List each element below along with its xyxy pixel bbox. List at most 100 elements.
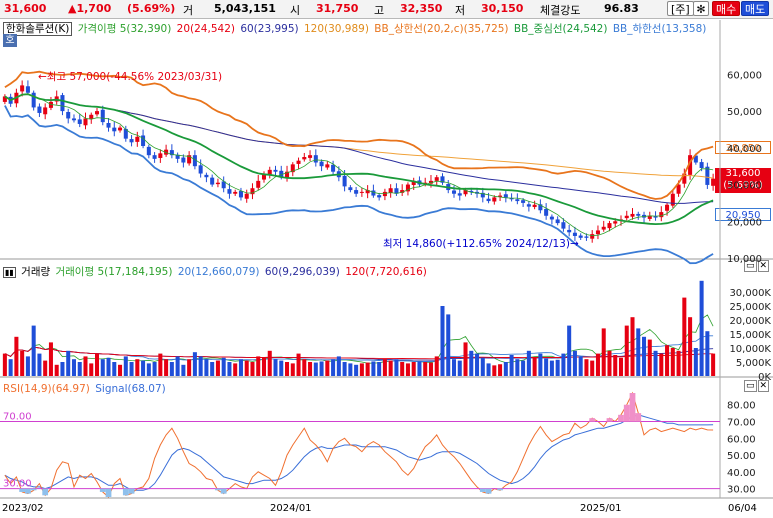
volume-tick-label: 25,000K xyxy=(729,302,771,313)
price-legend: 한화솔루션(K) 가격이평 5(32,390) 20(24,542) 60(23… xyxy=(3,21,708,36)
candle-body xyxy=(336,171,341,178)
volume-bar xyxy=(676,350,681,376)
rsi-overbought-fill xyxy=(635,413,642,422)
candle-body xyxy=(37,106,42,113)
volume-bar xyxy=(486,363,491,376)
volume-bar xyxy=(405,363,410,376)
rsi-oversold-fill xyxy=(105,488,112,497)
signal-line xyxy=(4,414,714,491)
rsi-oversold-fill xyxy=(19,488,26,492)
candle-body xyxy=(584,236,589,238)
volume-bar xyxy=(711,353,716,376)
candle-body xyxy=(486,198,491,202)
rsi-overbought-fill xyxy=(629,393,636,422)
candle-body xyxy=(451,190,457,194)
sell-button[interactable]: 매도 xyxy=(741,1,770,16)
volume-bar xyxy=(325,360,330,376)
rsi-tick-label: 40.00 xyxy=(727,468,756,479)
volume-bar xyxy=(382,359,387,376)
close-icon[interactable]: ✕ xyxy=(757,380,770,392)
volume-bar xyxy=(682,297,687,376)
volume-bar xyxy=(446,314,451,376)
candle-body xyxy=(521,200,526,203)
volume-bar xyxy=(693,348,698,376)
volume-bar xyxy=(227,362,232,376)
x-label-3: 06/04 xyxy=(728,503,757,514)
volume-title: 거래량 xyxy=(21,266,51,278)
candle-body xyxy=(325,164,330,168)
rsi-tick-label: 80.00 xyxy=(727,401,756,412)
candle-body xyxy=(198,165,203,174)
candle-body xyxy=(388,188,393,193)
volume-bar xyxy=(31,325,36,376)
volume-bar xyxy=(400,362,405,376)
volume-bar xyxy=(532,357,537,376)
volume-bar xyxy=(371,361,376,376)
candle-body xyxy=(480,192,485,198)
ma60-line xyxy=(4,93,714,204)
volume-bar xyxy=(164,359,169,376)
volume-bar xyxy=(365,362,370,376)
volume-bar xyxy=(250,362,255,376)
candle-body xyxy=(342,175,347,187)
volume-bar xyxy=(388,360,393,376)
rsi-overbought-fill xyxy=(606,418,613,422)
price-change-pct: (5.69%) xyxy=(127,2,176,15)
volume-bar xyxy=(129,362,134,376)
volume-bar xyxy=(578,356,583,376)
high-annotation: ←최고 57,000(-44.56% 2023/03/31) xyxy=(38,71,223,83)
volume-ma60-line xyxy=(4,346,714,361)
volume-bar xyxy=(567,325,572,376)
volume-legend-ma20: 20(12,660,079) xyxy=(177,266,260,278)
volume-bar xyxy=(210,362,215,376)
x-label-1: 2024/01 xyxy=(270,503,312,514)
rsi-legend-signal: Signal(68.07) xyxy=(95,383,166,395)
candle-body xyxy=(400,190,405,193)
rsi-oversold-fill xyxy=(99,488,106,492)
volume-bar xyxy=(285,362,290,376)
buy-button[interactable]: 매수 xyxy=(712,1,741,16)
rsi-oversold-fill xyxy=(42,488,49,496)
close-icon[interactable]: ✕ xyxy=(757,260,770,272)
maximize-icon[interactable]: ▭ xyxy=(744,380,757,392)
volume-tick-label: 5,000K xyxy=(736,358,772,369)
x-label-0: 2023/02 xyxy=(2,503,44,514)
candle-body xyxy=(354,190,359,194)
rsi-oversold-fill xyxy=(479,488,486,492)
rsi-oversold-fill xyxy=(122,488,129,496)
candle-body xyxy=(405,184,410,192)
volume-bar xyxy=(659,353,664,376)
volume-bar xyxy=(647,339,652,376)
candle-body xyxy=(279,170,284,178)
volume-bar xyxy=(25,356,30,376)
volume-panel-icon[interactable]: ▮▮ xyxy=(3,267,16,278)
volume-bar xyxy=(642,336,647,376)
volume-legend: ▮▮ 거래량 거래이평 5(17,184,195) 20(12,660,079)… xyxy=(3,264,429,279)
candle-body xyxy=(192,155,197,167)
maximize-icon[interactable]: ▭ xyxy=(744,260,757,272)
volume-bar xyxy=(555,359,560,376)
candle-body xyxy=(636,213,641,216)
volume-bar xyxy=(521,360,526,376)
candle-body xyxy=(503,194,508,198)
candle-body xyxy=(25,86,30,93)
candle-body xyxy=(164,149,169,155)
stock-name[interactable]: 한화솔루션(K) xyxy=(3,22,73,36)
gear-icon[interactable]: ✻ xyxy=(693,1,709,16)
legend-ma20: 20(24,542) xyxy=(176,23,235,35)
candle-body xyxy=(417,180,422,185)
candle-body xyxy=(549,216,554,220)
candle-body xyxy=(509,198,514,200)
strength-value: 96.83 xyxy=(604,2,639,15)
candle-body xyxy=(630,213,635,217)
current-price-tag: 31,600 (5.69%) xyxy=(715,168,771,193)
price-change: ▲1,700 xyxy=(68,2,112,15)
rsi-tick-label: 30.00 xyxy=(727,485,756,496)
week-toggle-button[interactable]: [주] xyxy=(667,1,694,16)
volume-bar xyxy=(331,359,336,376)
candle-body xyxy=(215,182,220,185)
volume-bar xyxy=(624,325,629,376)
volume-bar xyxy=(618,357,624,376)
volume-tick-label: 20,000K xyxy=(729,316,771,327)
header-tab[interactable]: 호 xyxy=(3,34,17,47)
